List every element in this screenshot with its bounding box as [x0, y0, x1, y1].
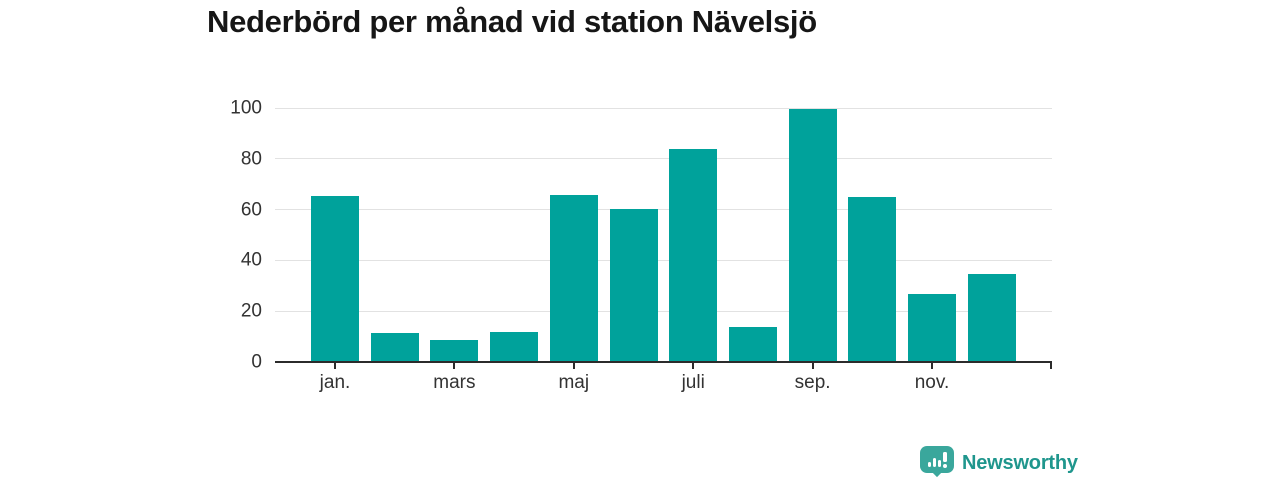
gridline [275, 158, 1052, 160]
bar [908, 294, 956, 362]
speech-bubble [920, 446, 954, 473]
y-tick-label: 80 [240, 148, 262, 170]
gridline [275, 259, 1052, 261]
x-tick-label: maj [558, 372, 590, 393]
bar [430, 340, 479, 362]
x-axis-tick [572, 363, 575, 370]
x-tick-label: jan. [319, 372, 351, 393]
x-tick-label: sep. [794, 372, 831, 393]
newsworthy-brand: Newsworthy [920, 446, 1078, 480]
bar [728, 327, 777, 362]
x-axis-line [275, 360, 1052, 364]
bar [370, 332, 419, 362]
x-tick-label: nov. [914, 372, 950, 393]
x-axis-tick [453, 363, 456, 370]
x-tick-label: juli [681, 372, 705, 393]
bar [788, 109, 837, 362]
gridline [275, 310, 1052, 312]
x-axis-tick [334, 363, 336, 370]
logo-exclamation-dot-icon [943, 464, 947, 468]
y-tick-label: 20 [240, 300, 262, 322]
logo-chart-bar-icon [938, 460, 941, 467]
y-tick-label: 60 [240, 199, 262, 221]
x-axis-tick [811, 363, 814, 370]
bar [609, 209, 658, 362]
bar [967, 274, 1016, 362]
x-tick-label: mars [433, 372, 476, 393]
x-axis-tick [931, 363, 933, 370]
logo-exclamation-icon [943, 452, 947, 462]
logo-chart-bar-icon [933, 458, 936, 467]
x-axis-tick [692, 363, 695, 370]
gridline [275, 209, 1052, 211]
bar [549, 195, 598, 362]
newsworthy-logo-icon [920, 446, 954, 480]
logo-chart-bar-icon [928, 462, 931, 467]
bar [669, 149, 718, 362]
x-axis-end-tick [1050, 363, 1052, 370]
bar [848, 197, 897, 362]
bar [490, 332, 539, 362]
y-tick-label: 0 [251, 351, 262, 373]
chart-title: Nederbörd per månad vid station Nävelsjö [207, 4, 817, 39]
y-tick-label: 100 [230, 97, 262, 119]
bar [311, 195, 359, 362]
gridline [275, 107, 1052, 109]
newsworthy-brand-name: Newsworthy [962, 452, 1078, 474]
y-tick-label: 40 [240, 249, 262, 271]
